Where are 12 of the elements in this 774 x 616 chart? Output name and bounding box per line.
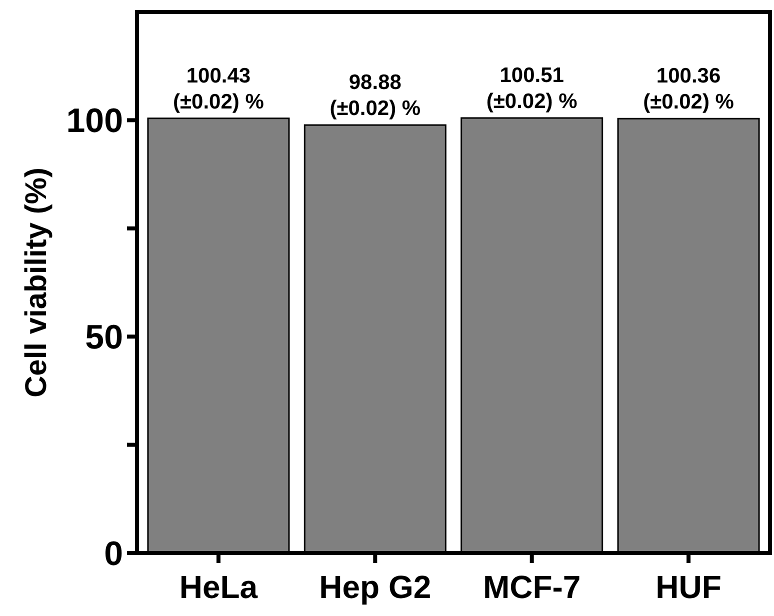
x-tick-label: HeLa bbox=[179, 569, 258, 605]
y-tick-label: 100 bbox=[66, 102, 123, 140]
data-label: 100.36 (±0.02) % bbox=[643, 64, 734, 114]
x-tick-label: HUF bbox=[656, 569, 722, 605]
y-tick-label: 50 bbox=[85, 318, 123, 356]
x-tick-label: MCF-7 bbox=[482, 569, 581, 605]
y-tick-label: 0 bbox=[104, 534, 123, 573]
x-tick-label: Hep G2 bbox=[319, 569, 432, 605]
data-label: 98.88 (±0.02) % bbox=[330, 71, 421, 120]
data-label: 100.43 (±0.02) % bbox=[173, 64, 264, 114]
y-axis-title: Cell viability (%) bbox=[20, 167, 53, 398]
data-label: 100.51 (±0.02) % bbox=[486, 64, 578, 113]
